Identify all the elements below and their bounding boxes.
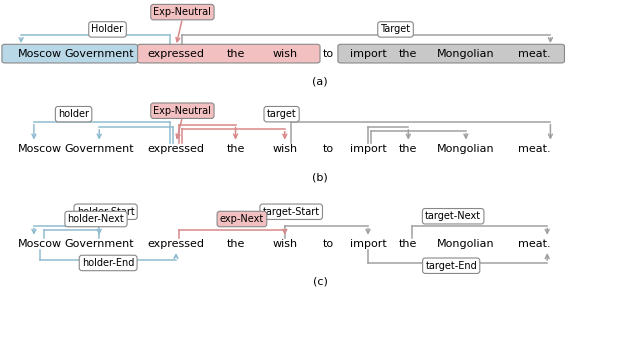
Text: expressed: expressed	[147, 144, 205, 154]
Text: wish: wish	[272, 144, 298, 154]
Text: wish: wish	[272, 239, 298, 249]
Text: Mongolian: Mongolian	[437, 144, 495, 154]
Text: the: the	[227, 239, 244, 249]
Text: Government: Government	[65, 239, 134, 249]
Text: Mongolian: Mongolian	[437, 49, 495, 58]
Text: target-Next: target-Next	[425, 211, 481, 221]
Text: exp-Next: exp-Next	[220, 214, 264, 224]
Text: Target: Target	[380, 25, 411, 34]
FancyBboxPatch shape	[2, 44, 138, 63]
Text: (a): (a)	[312, 76, 328, 86]
Text: (c): (c)	[312, 277, 328, 287]
Text: the: the	[399, 49, 417, 58]
Text: Moscow: Moscow	[19, 49, 62, 58]
Text: target-Start: target-Start	[262, 207, 320, 217]
Text: wish: wish	[272, 49, 298, 58]
Text: meat.: meat.	[518, 144, 550, 154]
Text: Government: Government	[65, 49, 134, 58]
Text: import: import	[349, 144, 387, 154]
Text: import: import	[349, 49, 387, 58]
Text: the: the	[227, 144, 244, 154]
Text: holder-Start: holder-Start	[77, 207, 134, 217]
Text: Exp-Neutral: Exp-Neutral	[154, 106, 211, 116]
Text: meat.: meat.	[518, 49, 550, 58]
Text: meat.: meat.	[518, 239, 550, 249]
Text: import: import	[349, 239, 387, 249]
Text: holder: holder	[58, 109, 89, 119]
Text: to: to	[323, 49, 334, 58]
Text: holder-End: holder-End	[82, 258, 134, 268]
FancyBboxPatch shape	[138, 44, 320, 63]
Text: Moscow: Moscow	[19, 239, 62, 249]
Text: holder-Next: holder-Next	[68, 214, 124, 224]
Text: Moscow: Moscow	[19, 144, 62, 154]
Text: Government: Government	[65, 144, 134, 154]
Text: target: target	[267, 109, 296, 119]
Text: target-End: target-End	[426, 261, 477, 271]
FancyBboxPatch shape	[338, 44, 564, 63]
Text: to: to	[323, 144, 334, 154]
Text: expressed: expressed	[147, 49, 205, 58]
Text: expressed: expressed	[147, 239, 205, 249]
Text: the: the	[399, 144, 417, 154]
Text: Holder: Holder	[92, 25, 124, 34]
Text: Exp-Neutral: Exp-Neutral	[154, 7, 211, 17]
Text: the: the	[227, 49, 244, 58]
Text: the: the	[399, 239, 417, 249]
Text: (b): (b)	[312, 172, 328, 182]
Text: to: to	[323, 239, 334, 249]
Text: Mongolian: Mongolian	[437, 239, 495, 249]
